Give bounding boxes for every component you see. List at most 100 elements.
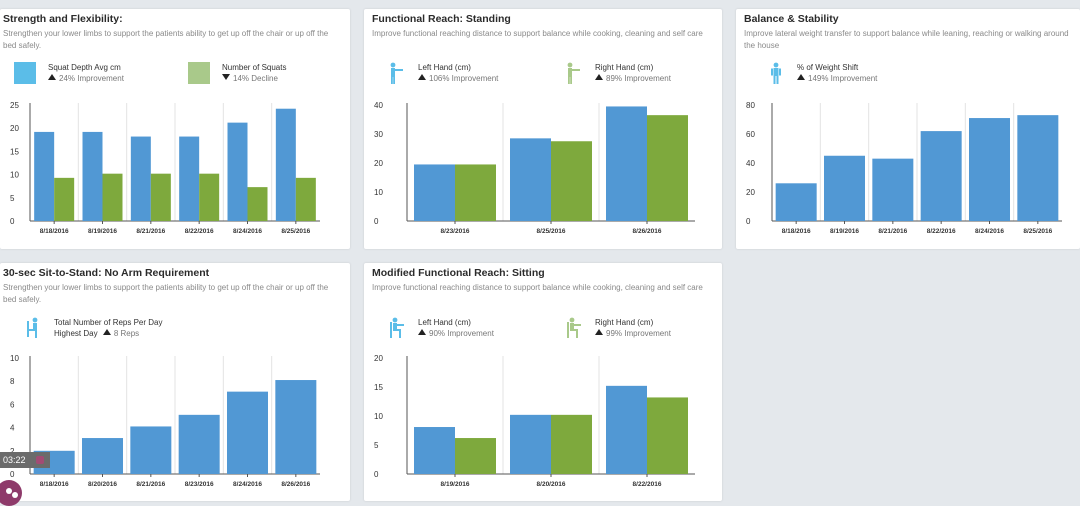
y-tick-label: 30 [374, 130, 383, 139]
card-balance-stability: Balance & Stability Improve lateral weig… [736, 9, 1080, 249]
x-tick-label: 8/23/2016 [441, 228, 470, 235]
y-tick-label: 0 [10, 470, 15, 479]
bar-series-1[interactable] [178, 414, 220, 474]
metric-name: Number of Squats [222, 63, 287, 72]
metric-change: 149% Improvement [808, 74, 878, 83]
bar-series-1[interactable] [414, 164, 455, 221]
metric-squat-depth: Squat Depth Avg cm 24% Improvement [14, 62, 124, 84]
y-tick-label: 8 [10, 377, 15, 386]
bar-series-2[interactable] [647, 115, 688, 221]
bar-series-2[interactable] [150, 173, 171, 221]
card-sit-to-stand: 30-sec Sit-to-Stand: No Arm Requirement … [0, 263, 350, 501]
x-tick-label: 8/23/2016 [185, 481, 214, 488]
metric-name: % of Weight Shift [797, 63, 859, 72]
card-title: Balance & Stability [744, 13, 839, 25]
bar-series-1[interactable] [969, 118, 1010, 221]
bar-series-2[interactable] [102, 173, 123, 221]
up-arrow-icon [102, 329, 111, 335]
metric-name: Total Number of Reps Per Day [54, 318, 163, 327]
bar-series-1[interactable] [82, 131, 103, 221]
x-tick-label: 8/22/2016 [927, 228, 956, 235]
x-tick-label: 8/24/2016 [975, 228, 1004, 235]
metric-left-hand: Left Hand (cm) 90% Improvement [388, 317, 494, 339]
bar-series-2[interactable] [199, 173, 220, 221]
bar-series-2[interactable] [247, 187, 268, 221]
x-tick-label: 8/19/2016 [88, 228, 117, 235]
x-tick-label: 8/19/2016 [441, 481, 470, 488]
card-title: Strength and Flexibility: [3, 13, 123, 25]
bar-series-2[interactable] [647, 397, 688, 474]
bar-series-1[interactable] [872, 158, 914, 221]
bar-series-2[interactable] [455, 164, 496, 221]
bar-series-1[interactable] [275, 108, 296, 221]
x-tick-label: 8/22/2016 [633, 481, 662, 488]
x-tick-label: 8/20/2016 [537, 481, 566, 488]
card-description: Improve functional reaching distance to … [372, 29, 703, 38]
metric-change: 89% Improvement [606, 74, 671, 83]
y-tick-label: 15 [374, 383, 383, 392]
x-tick-label: 8/25/2016 [1023, 228, 1052, 235]
metric-change: 90% Improvement [429, 329, 494, 338]
bar-series-1[interactable] [275, 380, 317, 474]
bar-chart: 0 20 40 60 80 8/18/2016 8/19/2016 8/21/2016 8/22… [746, 101, 1062, 235]
bar-series-1[interactable] [227, 122, 248, 221]
bar-series-1[interactable] [130, 426, 172, 474]
up-arrow-icon [595, 329, 603, 335]
sit-to-stand-figure-icon [27, 317, 38, 338]
down-arrow-icon [222, 74, 230, 80]
card-title: Functional Reach: Standing [372, 13, 511, 25]
bar-series-1[interactable] [414, 427, 455, 474]
y-tick-label: 20 [374, 159, 383, 168]
bar-series-1[interactable] [606, 106, 647, 221]
card-strength-flexibility: Strength and Flexibility: Strengthen you… [0, 9, 350, 249]
y-tick-label: 40 [374, 101, 383, 110]
card-title: 30-sec Sit-to-Stand: No Arm Requirement [3, 267, 210, 279]
record-icon[interactable] [36, 456, 44, 464]
bar-series-1[interactable] [510, 414, 551, 474]
metric-label: Highest Day [54, 329, 98, 338]
bar-series-1[interactable] [34, 131, 55, 221]
y-tick-label: 15 [10, 147, 19, 156]
metric-name: Right Hand (cm) [595, 63, 654, 72]
y-tick-label: 10 [374, 412, 383, 421]
up-arrow-icon [595, 74, 603, 80]
y-tick-label: 20 [10, 124, 19, 133]
up-arrow-icon [418, 329, 426, 335]
metric-change: 8 Reps [113, 329, 140, 338]
standing-figure-icon [771, 62, 781, 84]
x-tick-label: 8/25/2016 [281, 228, 310, 235]
metric-change: 24% Improvement [59, 74, 124, 83]
bar-series-2[interactable] [551, 141, 592, 221]
card-modified-functional-reach-sitting: Modified Functional Reach: Sitting Impro… [364, 263, 722, 501]
y-tick-label: 10 [374, 188, 383, 197]
bar-series-1[interactable] [824, 155, 865, 221]
bar-series-1[interactable] [510, 138, 551, 221]
card-description: Strengthen your lower limbs to support t… [3, 283, 329, 304]
y-tick-label: 6 [10, 400, 15, 409]
bar-series-1[interactable] [1017, 115, 1059, 221]
bar-series-2[interactable] [54, 177, 75, 221]
bar-chart: 0 2 4 6 8 10 8/18/2016 8/20/2016 8/21/2016 8/23/2… [10, 354, 320, 488]
bar-series-1[interactable] [130, 136, 151, 221]
x-tick-label: 8/19/2016 [830, 228, 859, 235]
y-tick-label: 2 [10, 447, 15, 456]
bar-series-1[interactable] [775, 183, 817, 221]
card-title: Modified Functional Reach: Sitting [372, 267, 545, 279]
bar-series-1[interactable] [227, 391, 268, 474]
y-tick-label: 10 [10, 354, 19, 363]
bar-series-1[interactable] [606, 385, 647, 474]
x-tick-label: 8/21/2016 [136, 481, 165, 488]
y-tick-label: 0 [374, 470, 379, 479]
bar-series-2[interactable] [295, 177, 316, 221]
blue-swatch-icon [14, 62, 36, 84]
up-arrow-icon [48, 74, 56, 80]
bar-series-2[interactable] [551, 414, 592, 474]
x-tick-label: 8/26/2016 [281, 481, 310, 488]
bar-series-1[interactable] [920, 131, 962, 221]
chat-bubble-icon[interactable] [0, 480, 22, 506]
bar-chart: 0 5 10 15 20 25 8/18/2016 8/19/2016 8/21/2016 8/2… [10, 101, 320, 235]
bar-series-1[interactable] [179, 136, 200, 221]
y-tick-label: 80 [746, 101, 755, 110]
bar-series-2[interactable] [455, 438, 496, 474]
bar-series-1[interactable] [82, 438, 123, 474]
